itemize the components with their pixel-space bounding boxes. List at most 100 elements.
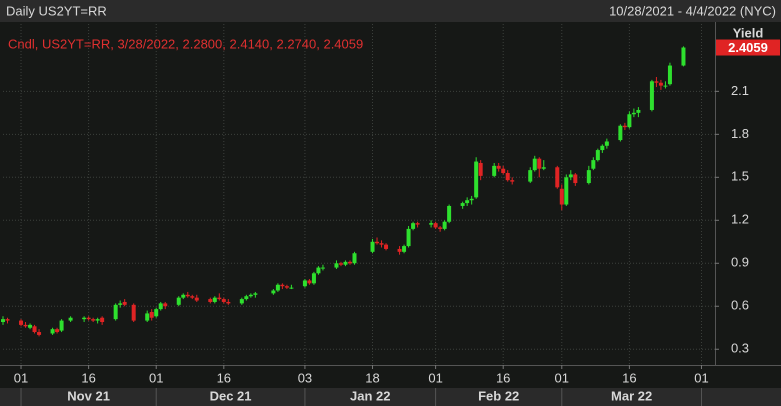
candle-body	[541, 167, 546, 169]
y-tick-label: 0.9	[731, 255, 749, 270]
candle-body	[316, 267, 321, 274]
candle-body	[23, 324, 28, 327]
month-label: Feb 22	[478, 388, 519, 403]
candle-body	[194, 297, 199, 301]
candle-body	[474, 161, 479, 198]
candle-body	[1, 319, 5, 323]
x-tick-label: 01	[14, 370, 28, 385]
candle-body	[573, 174, 578, 184]
date-range: 10/28/2021 - 4/4/2022 (NYC)	[609, 3, 776, 18]
candle-body	[280, 284, 285, 287]
candle-body	[32, 326, 37, 333]
candle-body	[555, 167, 560, 188]
candle-body	[564, 177, 569, 205]
candle-body	[505, 173, 510, 181]
candle-body	[307, 280, 312, 284]
candle-body	[478, 162, 483, 176]
candle-body	[586, 170, 591, 184]
candle-body	[50, 329, 55, 334]
candle-body	[217, 297, 222, 300]
candle-body	[5, 319, 10, 321]
candle-body	[510, 180, 515, 182]
candle-body	[320, 267, 325, 269]
candle-body	[384, 244, 389, 249]
candle-body	[275, 284, 280, 291]
y-tick-label: 1.5	[731, 169, 749, 184]
candle-body	[415, 223, 420, 225]
axes: 0.3 0.6 0.9 1.2 1.5 1.8 2.1 01 16 01 16 03 18 01 16 01 1…	[14, 39, 780, 406]
x-tick-label: 01	[428, 370, 442, 385]
candle-body	[154, 309, 159, 317]
candle-body	[284, 286, 289, 288]
candle-body	[406, 228, 411, 247]
y-tick-label: 0.6	[731, 298, 749, 313]
candle-body	[122, 301, 127, 305]
candle-body	[118, 303, 123, 305]
candle-body	[338, 263, 343, 265]
candle-body	[149, 311, 154, 318]
candle-body	[239, 299, 244, 304]
candle-body	[343, 261, 348, 265]
candle-body	[375, 241, 380, 244]
month-label: Nov 21	[67, 388, 110, 403]
candle-body	[622, 125, 627, 128]
candle-body	[131, 304, 136, 321]
candle-body	[91, 319, 96, 321]
x-tick-label: 01	[555, 370, 569, 385]
candle-body	[226, 301, 231, 304]
candle-body	[604, 141, 609, 146]
candle-body	[663, 85, 668, 87]
candles	[1, 46, 686, 337]
candle-body	[618, 125, 623, 141]
candle-body	[352, 253, 357, 264]
candle-body	[636, 109, 641, 113]
candle-body	[501, 168, 506, 174]
candle-body	[433, 223, 438, 228]
candle-body	[658, 82, 663, 86]
last-value-box	[716, 39, 780, 56]
candle-body	[402, 246, 407, 252]
candle-body	[528, 170, 533, 182]
month-label: Dec 21	[210, 388, 252, 403]
candle-body	[302, 280, 307, 287]
candle-body	[334, 263, 339, 268]
candle-body	[559, 188, 564, 205]
candle-body	[649, 81, 654, 110]
candle-body	[55, 329, 60, 333]
candle-body	[379, 243, 384, 245]
month-label: Mar 22	[611, 388, 652, 403]
header-bar	[0, 0, 781, 22]
candle-body	[496, 165, 501, 169]
candle-body	[185, 294, 190, 297]
candle-body	[631, 112, 636, 115]
last-value-label: 2.4059	[728, 40, 768, 55]
candle-body	[438, 227, 443, 229]
y-tick-label: 1.8	[731, 126, 749, 141]
candle-body	[145, 313, 150, 321]
candle-body	[537, 158, 542, 169]
x-tick-label: 16	[217, 370, 231, 385]
candle-body	[37, 332, 42, 335]
y-axis-label: Yield	[733, 25, 764, 40]
candle-body	[221, 299, 226, 302]
x-tick-label: 16	[81, 370, 95, 385]
candle-body	[82, 317, 87, 320]
month-label: Jan 22	[350, 388, 390, 403]
month-band	[0, 388, 781, 406]
candle-body	[654, 81, 659, 83]
candle-body	[397, 248, 402, 252]
candle-body	[86, 317, 91, 320]
x-tick-label: 03	[298, 370, 312, 385]
candle-body	[411, 223, 416, 229]
candle-body	[59, 320, 64, 331]
y-tick-label: 2.1	[731, 83, 749, 98]
candle-body	[158, 303, 163, 310]
candle-body	[429, 223, 434, 225]
candle-body	[460, 203, 465, 206]
candle-body	[532, 158, 537, 171]
candle-body	[595, 150, 600, 161]
candle-body	[681, 47, 686, 66]
x-tick-label: 01	[149, 370, 163, 385]
